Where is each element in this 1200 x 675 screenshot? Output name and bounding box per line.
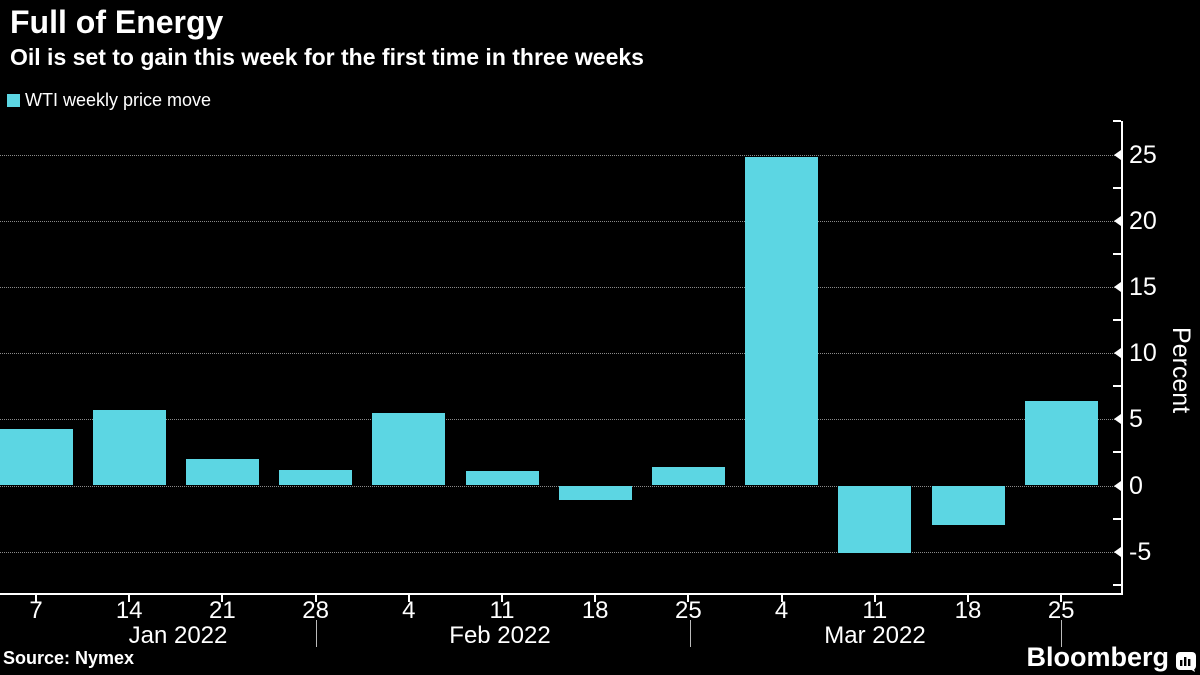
bloomberg-logo: Bloomberg <box>1026 642 1196 673</box>
x-tick-label-mar-25: 25 <box>1047 597 1075 624</box>
x-tick-mar-25 <box>1060 595 1063 602</box>
y-tick-minor--7.5 <box>1113 583 1121 586</box>
x-tick-jan-14 <box>128 595 131 602</box>
y-tick-minor-27.5 <box>1113 120 1121 123</box>
y-tick-label--5: -5 <box>1129 537 1152 566</box>
y-tick-label-20: 20 <box>1129 206 1157 235</box>
chart-subtitle: Oil is set to gain this week for the fir… <box>10 44 644 70</box>
x-tick-feb-18 <box>594 595 597 602</box>
bar-jan-14 <box>92 410 166 486</box>
gridline-25 <box>0 154 1121 156</box>
bar-mar-4 <box>745 157 819 486</box>
y-tick-major-25 <box>1114 149 1121 160</box>
y-tick-minor-12.5 <box>1113 319 1121 321</box>
bar-jan-21 <box>185 459 259 486</box>
bar-jan-7 <box>0 428 73 486</box>
x-tick-label-jan-14: 14 <box>115 597 143 624</box>
bar-mar-25 <box>1024 400 1098 486</box>
x-axis-line <box>0 593 1123 595</box>
y-tick-major-10 <box>1114 348 1121 359</box>
bar-feb-25 <box>651 466 725 486</box>
y-tick-minor-22.5 <box>1113 186 1121 189</box>
x-tick-label-feb-11: 11 <box>489 597 515 624</box>
x-tick-label-jan-7: 7 <box>29 597 43 624</box>
bloomberg-chart-icon <box>1176 648 1196 672</box>
x-tick-mar-18 <box>967 595 969 602</box>
month-label-mar: Mar 2022 <box>824 622 926 649</box>
y-axis-title: Percent <box>1167 326 1195 414</box>
x-tick-feb-25 <box>687 595 690 602</box>
y-tick-major-0 <box>1114 480 1121 491</box>
y-tick-major-20 <box>1114 215 1121 226</box>
y-tick-minor-2.5 <box>1113 451 1121 454</box>
x-tick-label-feb-25: 25 <box>675 597 702 624</box>
y-tick-label-25: 25 <box>1129 140 1157 169</box>
bar-feb-4 <box>372 412 446 486</box>
legend-label: WTI weekly price move <box>25 90 212 110</box>
bar-jan-28 <box>279 469 353 486</box>
y-axis-line <box>1121 121 1123 595</box>
x-tick-label-mar-11: 11 <box>862 597 888 624</box>
page-title: Full of Energy <box>10 4 224 40</box>
x-tick-mar-11 <box>873 595 876 602</box>
y-tick-minor--2.5 <box>1113 517 1121 520</box>
x-tick-feb-11 <box>501 595 503 602</box>
legend-swatch-icon <box>7 94 20 107</box>
x-tick-jan-21 <box>221 595 224 602</box>
bar-mar-11 <box>838 485 912 554</box>
gridline-5 <box>0 419 1121 421</box>
x-tick-label-mar-4: 4 <box>774 597 789 624</box>
x-tick-label-jan-21: 21 <box>209 597 236 624</box>
x-tick-label-mar-18: 18 <box>954 597 982 624</box>
y-tick-label-10: 10 <box>1129 339 1157 368</box>
x-tick-label-jan-28: 28 <box>302 597 329 624</box>
gridline-20 <box>0 220 1121 222</box>
y-tick-label-5: 5 <box>1129 405 1143 434</box>
x-tick-jan-28 <box>314 595 317 602</box>
month-label-feb: Feb 2022 <box>449 622 551 649</box>
y-tick-label-0: 0 <box>1129 471 1143 500</box>
bar-mar-18 <box>931 485 1005 526</box>
y-tick-minor-17.5 <box>1113 252 1121 255</box>
x-tick-feb-4 <box>407 595 410 602</box>
x-tick-jan-7 <box>35 595 37 602</box>
bloomberg-wordmark: Bloomberg <box>1026 642 1169 672</box>
month-label-jan: Jan 2022 <box>128 622 228 649</box>
y-tick-major--5 <box>1114 546 1121 557</box>
y-tick-major-15 <box>1114 281 1121 292</box>
source-note: Source: Nymex <box>3 648 135 668</box>
y-tick-major-5 <box>1114 414 1121 425</box>
gridline--5 <box>0 551 1121 553</box>
gridline-10 <box>0 353 1121 355</box>
bar-feb-11 <box>465 470 539 486</box>
y-tick-label-15: 15 <box>1129 272 1157 301</box>
month-separator-2 <box>1061 620 1062 647</box>
x-tick-mar-4 <box>780 595 783 602</box>
month-separator-1 <box>690 620 691 647</box>
gridline-15 <box>0 286 1121 288</box>
month-separator-0 <box>316 620 317 647</box>
y-tick-minor-7.5 <box>1113 385 1121 388</box>
x-tick-label-feb-18: 18 <box>581 597 609 624</box>
bar-feb-18 <box>558 485 632 501</box>
x-tick-label-feb-4: 4 <box>402 597 416 624</box>
legend: WTI weekly price move <box>7 90 211 111</box>
